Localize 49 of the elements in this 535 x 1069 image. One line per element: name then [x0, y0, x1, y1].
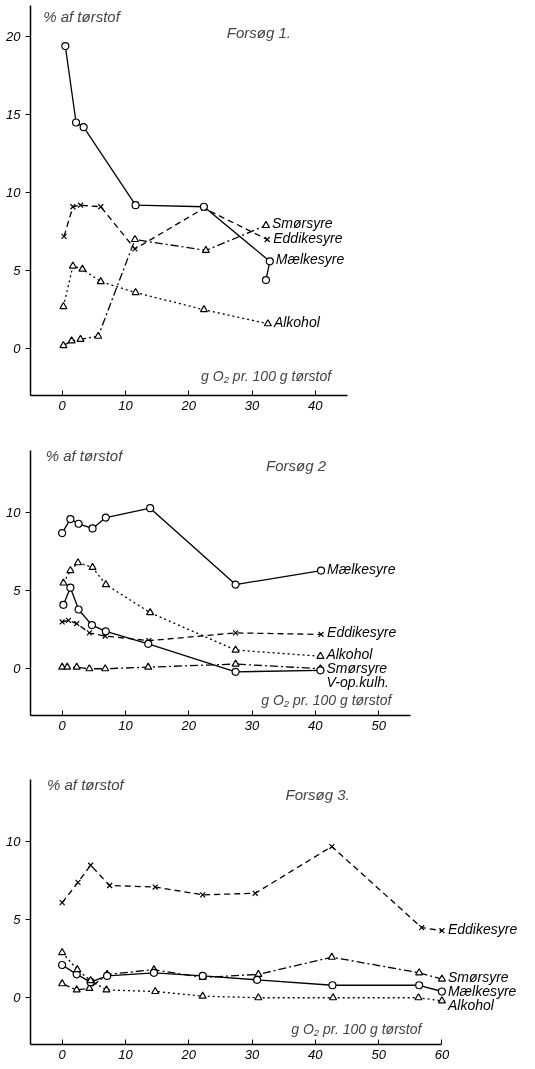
x-tick-label: 10	[118, 397, 134, 413]
series-label: Mælkesyre	[275, 251, 345, 268]
series-label: Mælkesyre	[447, 983, 517, 1000]
y-tick-label: 5	[13, 263, 22, 279]
x-tick-label: 50	[371, 717, 387, 733]
x-axis-title: g O₂ pr. 100 g tørstof	[261, 691, 394, 708]
text: Forsøg 3.	[285, 786, 350, 804]
text: Forsøg 1.	[226, 23, 291, 41]
series-label: Mælkesyre	[327, 560, 396, 577]
y-axis-title: % af tørstof	[46, 775, 126, 793]
series-label: Alkohol	[325, 646, 374, 663]
y-tick-label: 0	[13, 990, 22, 1006]
x-tick-label: 50	[371, 1046, 387, 1062]
x-tick-label: 40	[308, 397, 324, 413]
y-tick-label: 0	[13, 661, 22, 677]
x-tick-label: 0	[58, 1046, 67, 1062]
x-tick-label: 30	[244, 717, 261, 733]
y-tick-label: 10	[6, 185, 22, 201]
x-tick-label: 10	[118, 1046, 134, 1062]
series-label: Alkohol	[446, 997, 495, 1014]
x-tick-label: 10	[118, 717, 134, 733]
x-tick-label: 30	[244, 1046, 261, 1062]
y-tick-label: 10	[6, 834, 22, 850]
y-axis-title: % af tørstof	[43, 8, 122, 25]
x-axis-title: g O₂ pr. 100 g tørstof	[201, 367, 334, 384]
y-axis-title: % af tørstof	[45, 446, 125, 464]
y-tick-label: 5	[13, 583, 22, 599]
text: Forsøg 2	[265, 457, 327, 475]
y-tick-label: 10	[6, 505, 22, 521]
x-tick-label: 30	[244, 397, 261, 413]
x-tick-label: 20	[180, 397, 197, 413]
x-tick-label: 40	[308, 717, 324, 733]
x-axis-title: g O₂ pr. 100 g tørstof	[291, 1020, 424, 1037]
y-tick-label: 20	[5, 29, 22, 45]
y-tick-label: 5	[13, 912, 22, 928]
series-label: Eddikesyre	[447, 920, 518, 937]
series-label: Smørsyre	[447, 969, 509, 986]
series-label: Smørsyre	[271, 215, 333, 232]
series-label: Alkohol	[272, 313, 321, 330]
y-tick-label: 15	[6, 107, 22, 123]
x-tick-label: 0	[58, 717, 67, 733]
x-tick-label: 20	[180, 717, 197, 733]
x-tick-label: 60	[434, 1046, 450, 1062]
series-label: Eddikesyre	[327, 624, 397, 641]
y-tick-label: 0	[13, 341, 22, 357]
x-tick-label: 20	[180, 1046, 197, 1062]
x-tick-label: 40	[308, 1046, 324, 1062]
x-tick-label: 0	[58, 397, 67, 413]
series-label: Smørsyre	[326, 660, 388, 677]
